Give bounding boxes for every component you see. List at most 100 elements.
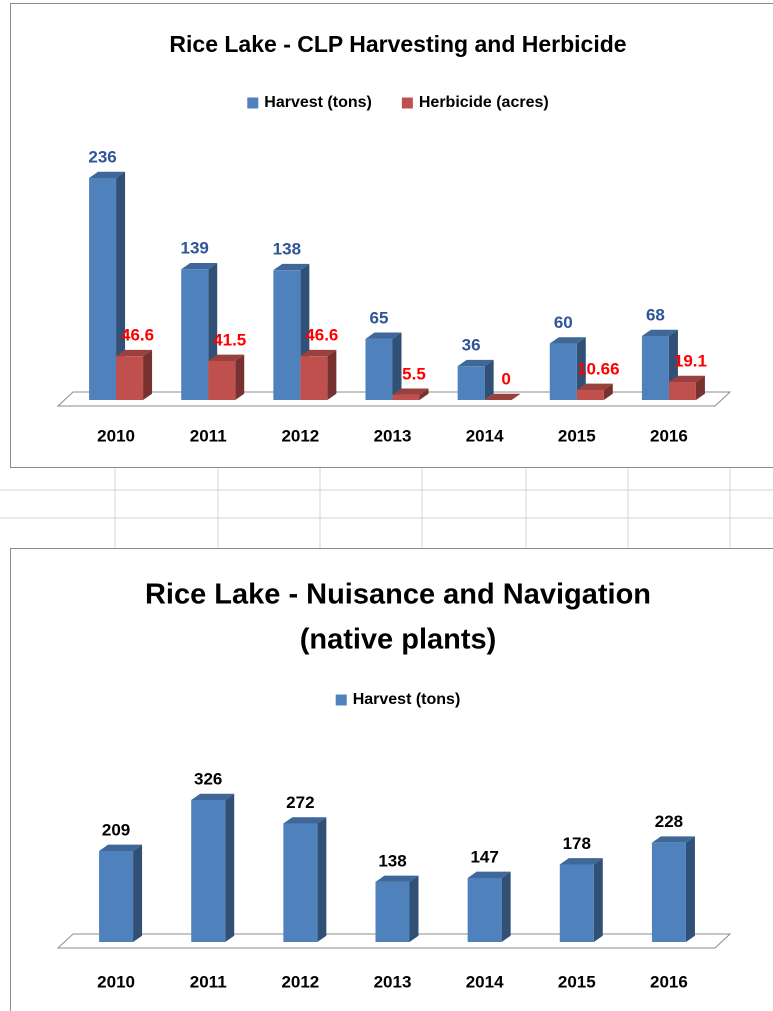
bar-side <box>392 332 402 400</box>
bar-side <box>695 375 705 400</box>
bar <box>99 850 134 942</box>
bar-side <box>685 836 695 942</box>
bar-top <box>181 262 218 270</box>
bar-top <box>651 836 695 843</box>
bar <box>641 336 669 400</box>
bar-side <box>225 793 235 942</box>
bar <box>283 823 318 942</box>
data-label: 10.66 <box>577 359 620 378</box>
bar-side <box>409 875 419 942</box>
bar <box>651 842 686 942</box>
bar <box>208 360 236 400</box>
bar-top <box>208 354 245 361</box>
bar <box>191 800 226 942</box>
x-tick-label: 2012 <box>281 426 319 445</box>
bar-top <box>365 332 402 339</box>
legend-swatch <box>335 694 347 706</box>
bar <box>181 269 209 400</box>
bar-top <box>392 388 429 395</box>
legend-swatch <box>247 97 259 109</box>
bar <box>392 394 420 400</box>
bar-top <box>549 337 586 344</box>
bar-top <box>375 875 419 882</box>
x-tick-label: 2016 <box>650 426 688 445</box>
bar-top <box>467 871 511 878</box>
data-label: 65 <box>370 308 389 327</box>
bar <box>576 389 604 400</box>
data-label: 0 <box>501 369 510 388</box>
chart-title: (native plants) <box>300 624 497 656</box>
bar <box>375 881 410 942</box>
data-label: 46.6 <box>121 326 154 345</box>
x-tick-label: 2013 <box>374 972 412 991</box>
bar <box>559 864 594 942</box>
bar-side <box>484 359 494 400</box>
data-label: 236 <box>88 147 116 166</box>
data-label: 41.5 <box>213 330 246 349</box>
bar-side <box>235 354 245 400</box>
bar-side <box>603 383 613 400</box>
legend-label: Harvest (tons) <box>353 691 461 708</box>
bar-top <box>273 263 310 271</box>
bar-top <box>641 329 678 337</box>
x-tick-label: 2015 <box>558 972 596 991</box>
bar-top <box>89 171 126 178</box>
bar-side <box>419 388 429 400</box>
data-label: 147 <box>470 847 498 866</box>
bar-top <box>559 858 603 865</box>
bar <box>457 366 485 400</box>
bar <box>273 270 301 400</box>
bar-top <box>300 349 337 357</box>
bar-side <box>327 349 337 400</box>
bar-side <box>593 858 603 942</box>
chart-title: Rice Lake - CLP Harvesting and Herbicide <box>169 31 626 57</box>
bar-top <box>191 793 235 800</box>
bar-side <box>317 817 327 942</box>
bar <box>300 356 328 400</box>
x-tick-label: 2014 <box>466 426 504 445</box>
bar <box>668 382 696 400</box>
bar <box>365 338 393 400</box>
bar-top <box>484 393 521 400</box>
x-tick-label: 2014 <box>466 972 504 991</box>
x-tick-label: 2016 <box>650 972 688 991</box>
bar-side <box>576 337 586 400</box>
data-label: 46.6 <box>305 326 338 345</box>
bar-top <box>576 383 613 390</box>
bar-side <box>116 171 126 400</box>
data-label: 60 <box>554 313 573 332</box>
data-label: 178 <box>563 834 591 853</box>
data-label: 5.5 <box>402 364 426 383</box>
data-label: 139 <box>181 239 209 258</box>
data-label: 228 <box>655 812 683 831</box>
bar-side <box>133 844 143 942</box>
data-label: 36 <box>462 336 481 355</box>
legend-label: Harvest (tons) <box>264 94 372 111</box>
data-label: 326 <box>194 769 222 788</box>
bar-side <box>143 349 153 400</box>
data-label: 209 <box>102 820 130 839</box>
bar-top <box>668 375 705 383</box>
legend-swatch <box>401 97 413 109</box>
x-tick-label: 2015 <box>558 426 596 445</box>
bar <box>116 356 144 400</box>
spreadsheet-grid <box>0 468 773 548</box>
x-tick-label: 2013 <box>374 426 412 445</box>
x-tick-label: 2011 <box>190 426 227 445</box>
bar-side <box>501 871 511 942</box>
bar <box>89 178 117 400</box>
bar-top <box>116 349 153 357</box>
data-label: 272 <box>286 793 314 812</box>
data-label: 138 <box>378 851 406 870</box>
bar <box>467 877 502 942</box>
bar <box>549 343 577 400</box>
x-tick-label: 2011 <box>190 972 227 991</box>
data-label: 68 <box>646 306 665 325</box>
x-tick-label: 2010 <box>97 426 135 445</box>
data-label: 19.1 <box>674 352 707 371</box>
chart-title: Rice Lake - Nuisance and Navigation <box>145 579 651 611</box>
legend-label: Herbicide (acres) <box>419 94 549 111</box>
x-tick-label: 2010 <box>97 972 135 991</box>
